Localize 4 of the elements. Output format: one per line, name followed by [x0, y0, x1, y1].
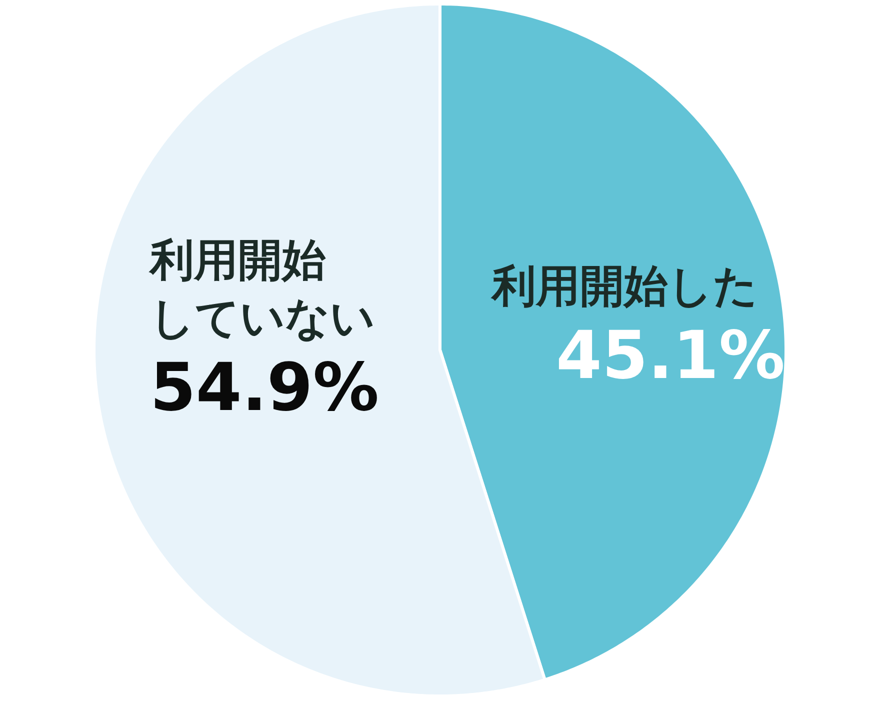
data-label: 54.9%	[150, 348, 380, 428]
slice-label: 利用開始していない	[150, 234, 376, 346]
slice-label: 利用開始した	[490, 260, 759, 314]
data-label: 45.1%	[555, 316, 785, 396]
